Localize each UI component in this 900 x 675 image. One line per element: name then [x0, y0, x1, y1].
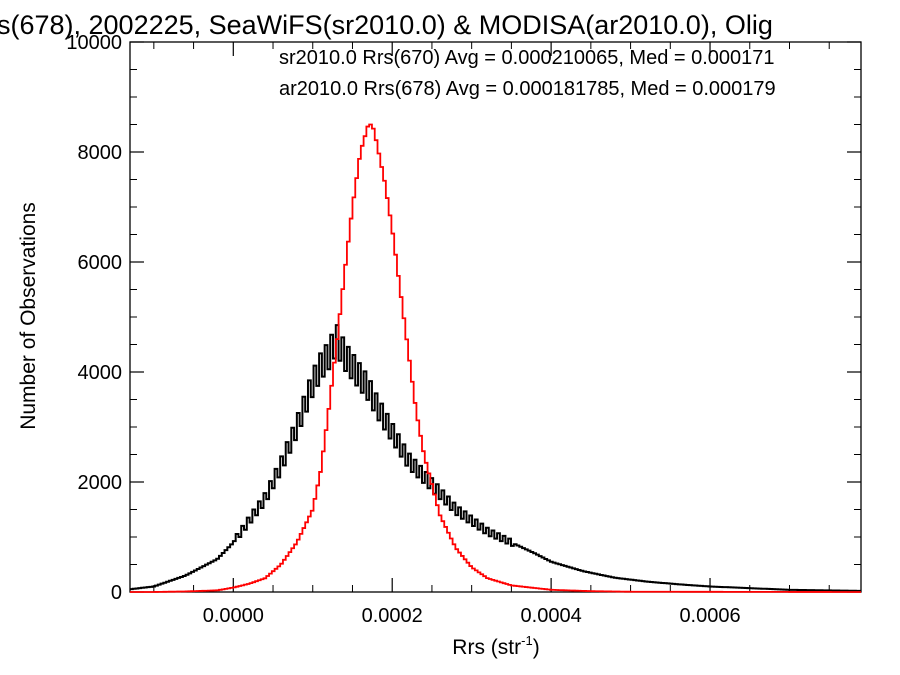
x-axis-label-superscript: -1 — [521, 633, 533, 648]
annotation-black-stats: sr2010.0 Rrs(670) Avg = 0.000210065, Med… — [279, 47, 775, 69]
x-axis-label-text: Rrs (str — [452, 636, 521, 659]
y-tick-label: 8000 — [78, 142, 123, 164]
x-tick-label: 0.0006 — [679, 605, 740, 627]
y-tick-label: 6000 — [78, 252, 123, 274]
plot-area: 0 2000 4000 6000 8000 10000 0.0000 0.0002 0.0004… — [66, 32, 862, 627]
y-tick-label: 0 — [111, 582, 122, 604]
y-tick-label: 4000 — [78, 362, 123, 384]
y-axis-label: Number of Observations — [17, 202, 40, 430]
x-axis-label: Rrs (str-1) — [452, 633, 539, 659]
chart-title: rs(678), 2002225, SeaWiFS(sr2010.0) & MO… — [0, 10, 773, 40]
x-tick-label: 0.0004 — [521, 605, 582, 627]
x-axis-label-suffix: ) — [533, 636, 540, 659]
series-black-histogram — [130, 324, 861, 592]
series-red-histogram — [130, 123, 861, 593]
y-tick-label: 2000 — [78, 472, 123, 494]
y-tick-label: 10000 — [66, 32, 122, 54]
x-tick-label: 0.0002 — [362, 605, 423, 627]
annotation-red-stats: ar2010.0 Rrs(678) Avg = 0.000181785, Med… — [279, 78, 776, 100]
x-tick-label: 0.0000 — [203, 605, 264, 627]
plot-frame — [129, 41, 862, 593]
